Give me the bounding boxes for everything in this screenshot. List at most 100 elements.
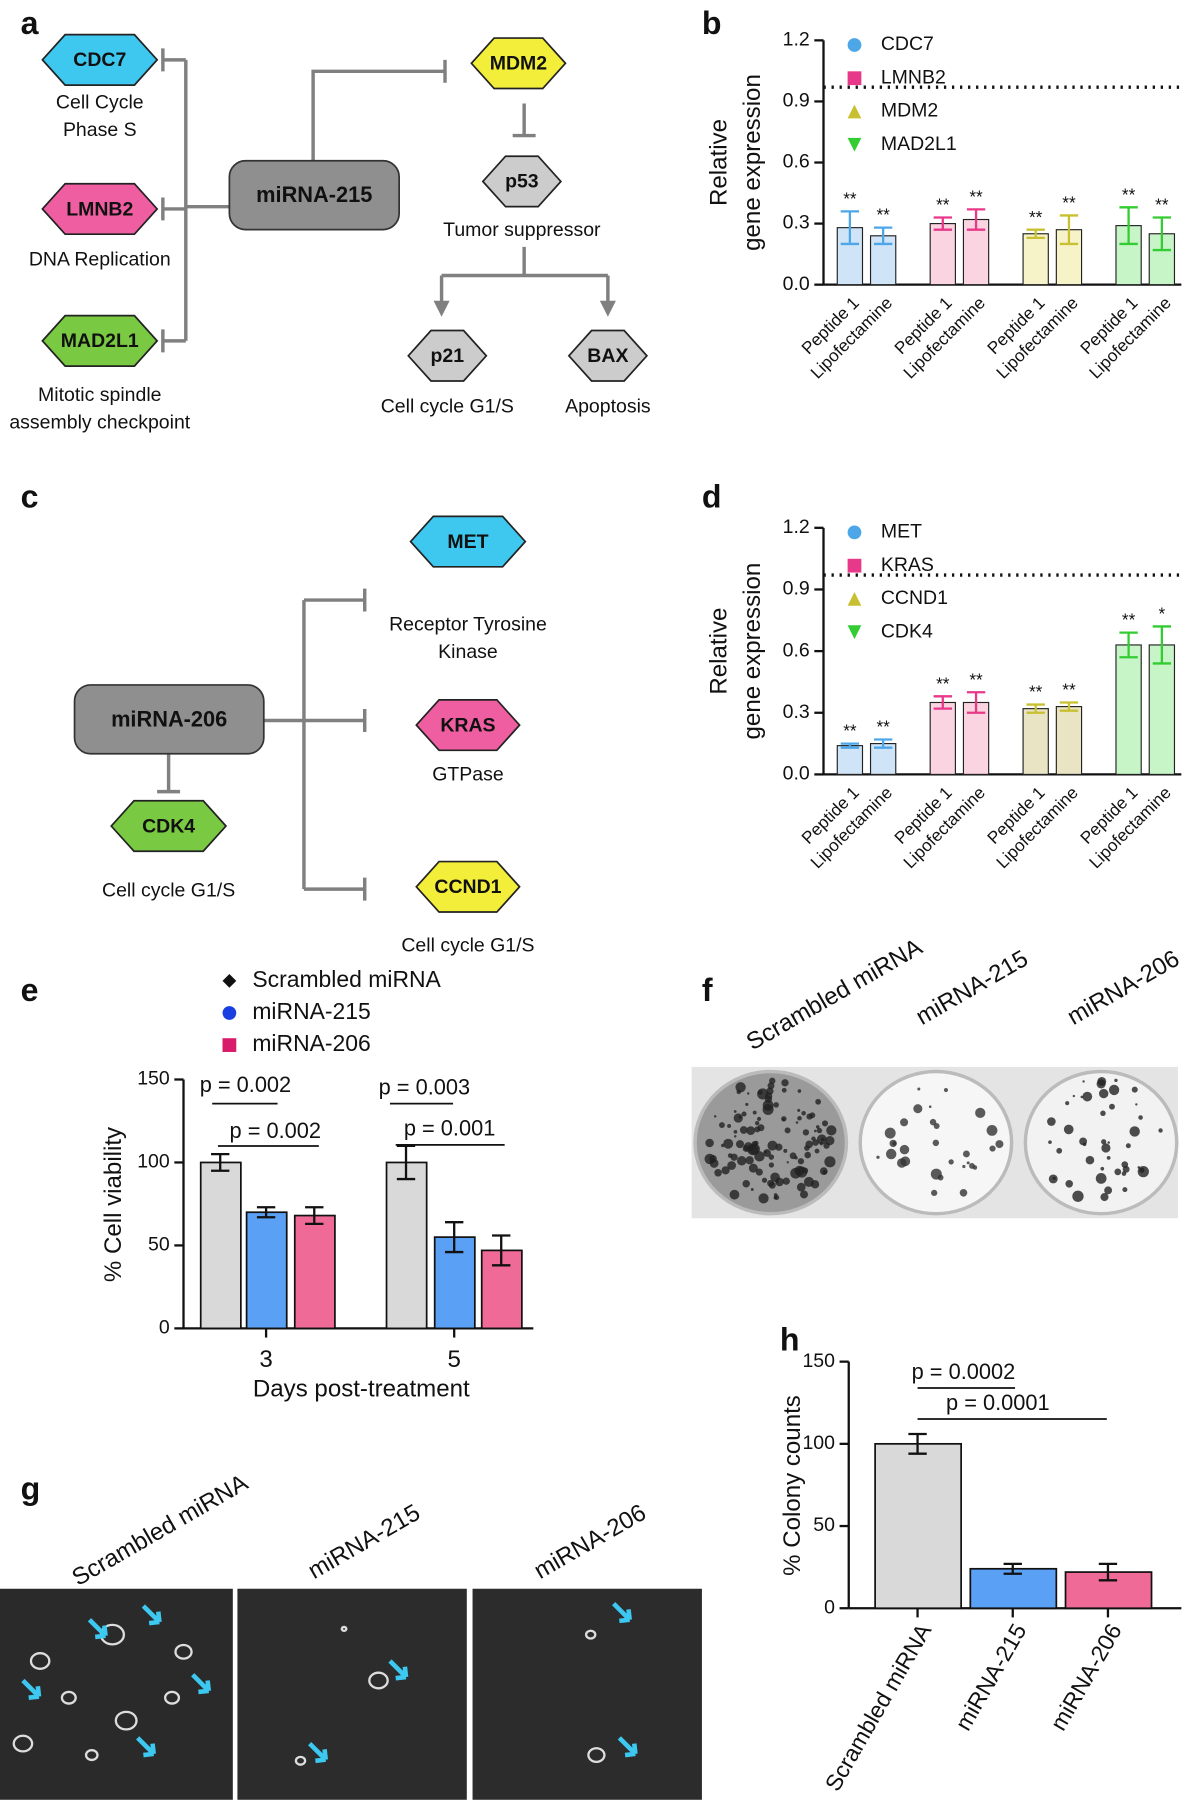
legend-marker bbox=[222, 1006, 237, 1020]
colony bbox=[962, 1164, 966, 1169]
error-bar bbox=[492, 1234, 511, 1267]
colony bbox=[1107, 1141, 1110, 1144]
panel-label: c bbox=[21, 479, 39, 515]
colony bbox=[756, 1116, 762, 1122]
colony bbox=[995, 1140, 1004, 1149]
significance-label: ** bbox=[1062, 193, 1076, 213]
colony bbox=[1056, 1147, 1063, 1154]
node-shape bbox=[41, 314, 159, 367]
error-bar bbox=[1059, 214, 1079, 246]
colony bbox=[1121, 1171, 1127, 1176]
y-axis-label: gene expression bbox=[739, 563, 766, 740]
node-shape bbox=[415, 698, 521, 752]
colony bbox=[1082, 1091, 1093, 1102]
legend-marker bbox=[847, 592, 862, 606]
node-label: CDK4 bbox=[142, 815, 195, 837]
significance-label: ** bbox=[969, 186, 983, 206]
panel-label: e bbox=[21, 972, 39, 1008]
colony bbox=[754, 1120, 760, 1126]
colony bbox=[1125, 1143, 1131, 1149]
colony bbox=[917, 1087, 921, 1091]
colony bbox=[762, 1099, 774, 1111]
colony bbox=[804, 1151, 812, 1159]
colony bbox=[948, 1159, 954, 1165]
legend-label: CDC7 bbox=[881, 33, 934, 55]
colony bbox=[735, 1140, 745, 1149]
y-tick-label: 0.0 bbox=[783, 763, 810, 785]
significance-label: ** bbox=[1122, 610, 1136, 630]
significance-label: ** bbox=[876, 205, 890, 225]
colony bbox=[797, 1089, 802, 1093]
arrow bbox=[617, 1736, 638, 1758]
colony bbox=[718, 1122, 725, 1128]
node-shape bbox=[110, 799, 228, 853]
colony bbox=[1100, 1110, 1106, 1117]
colony bbox=[747, 1092, 750, 1095]
cell-colony bbox=[12, 1734, 34, 1753]
y-tick-label: 0.9 bbox=[783, 578, 810, 600]
y-axis-label: % Cell viability bbox=[100, 1127, 127, 1282]
node-caption: Phase S bbox=[63, 119, 137, 141]
colony bbox=[781, 1079, 789, 1087]
colony bbox=[714, 1169, 722, 1177]
node-caption: Receptor Tyrosine bbox=[389, 613, 547, 635]
colony bbox=[755, 1168, 763, 1176]
colony bbox=[803, 1176, 815, 1187]
micrograph bbox=[237, 1588, 467, 1800]
node-shape bbox=[41, 33, 159, 86]
photo-label: miRNA-206 bbox=[1063, 945, 1184, 1031]
legend-label: CDK4 bbox=[881, 620, 933, 642]
colony bbox=[1072, 1094, 1076, 1098]
colony bbox=[797, 1108, 801, 1112]
colony bbox=[822, 1169, 828, 1175]
colony bbox=[713, 1115, 717, 1118]
x-tick-label: 3 bbox=[259, 1346, 272, 1373]
colony bbox=[721, 1166, 730, 1175]
error-bar bbox=[1098, 1562, 1118, 1582]
colony bbox=[1100, 1166, 1105, 1171]
cell-colony bbox=[60, 1690, 77, 1705]
colony bbox=[1099, 1088, 1109, 1099]
colony bbox=[975, 1107, 986, 1118]
error-bar bbox=[933, 216, 952, 231]
colony bbox=[758, 1193, 769, 1204]
node-caption: Cell cycle G1/S bbox=[381, 396, 514, 418]
colony bbox=[783, 1148, 788, 1153]
colony bbox=[769, 1077, 776, 1085]
panel-label: a bbox=[21, 5, 40, 41]
significance-label: ** bbox=[843, 188, 857, 208]
p-value-label: p = 0.0001 bbox=[946, 1390, 1050, 1415]
significance-label: ** bbox=[876, 717, 890, 737]
y-tick-label: 50 bbox=[148, 1234, 170, 1256]
error-bar bbox=[1003, 1562, 1022, 1575]
colony bbox=[773, 1102, 779, 1108]
colony bbox=[795, 1121, 799, 1124]
colony bbox=[816, 1127, 823, 1134]
error-bar bbox=[1119, 206, 1138, 246]
colony bbox=[709, 1158, 719, 1168]
colony bbox=[899, 1144, 910, 1155]
colony bbox=[733, 1129, 738, 1134]
colony bbox=[782, 1177, 790, 1185]
colony bbox=[801, 1111, 806, 1116]
colony bbox=[723, 1138, 734, 1149]
y-tick-label: 100 bbox=[137, 1151, 170, 1173]
error-bar bbox=[1026, 703, 1045, 714]
hub-box bbox=[73, 684, 265, 755]
colony bbox=[730, 1153, 738, 1161]
bar bbox=[293, 1214, 336, 1330]
colony bbox=[815, 1098, 822, 1105]
colony bbox=[729, 1189, 740, 1200]
p-value-label: p = 0.001 bbox=[404, 1116, 495, 1141]
error-bar bbox=[305, 1206, 324, 1225]
error-bar bbox=[840, 742, 860, 749]
y-axis-label: Relative bbox=[706, 119, 733, 206]
colony bbox=[929, 1118, 937, 1126]
colony bbox=[933, 1123, 940, 1129]
colony bbox=[1108, 1084, 1120, 1096]
node-label: MET bbox=[447, 531, 488, 553]
colony bbox=[889, 1139, 897, 1148]
colony bbox=[1047, 1117, 1056, 1126]
colony bbox=[1101, 1139, 1107, 1145]
colony bbox=[752, 1110, 757, 1115]
